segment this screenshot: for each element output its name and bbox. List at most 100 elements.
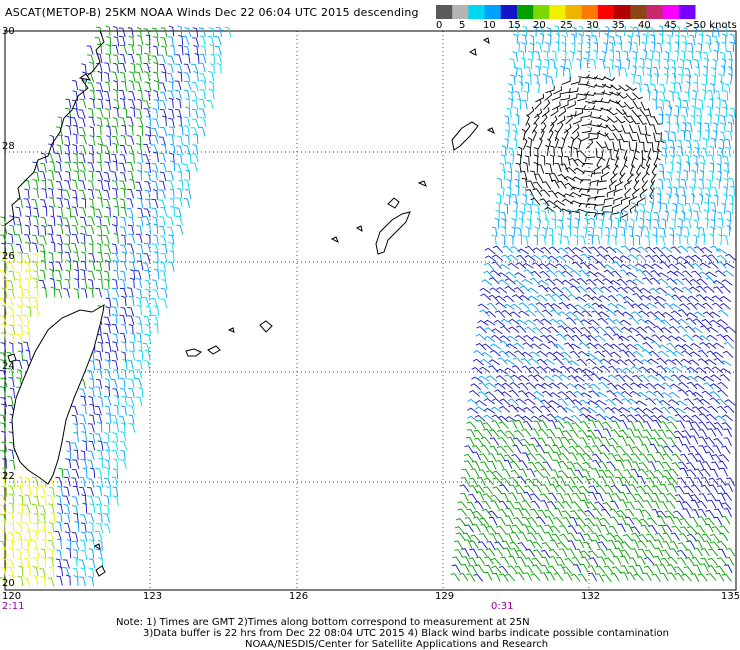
wind-barb (613, 333, 624, 341)
wind-barb (721, 202, 726, 214)
wind-barb (183, 179, 190, 190)
wind-barb (64, 243, 72, 254)
wind-barb (662, 532, 672, 542)
wind-barb (528, 374, 539, 382)
wind-barb (638, 310, 650, 317)
wind-barb (658, 25, 664, 37)
wind-barb (653, 156, 659, 168)
wind-barb (466, 421, 477, 430)
wind-barb (609, 99, 621, 104)
wind-barb (530, 437, 540, 446)
wind-barb (66, 259, 72, 271)
wind-barb (654, 547, 664, 557)
wind-barb (505, 524, 514, 534)
wind-barb (628, 196, 638, 205)
wind-barb (112, 495, 119, 506)
wind-barb (513, 26, 520, 37)
wind-barb (614, 65, 620, 77)
wind-barb (499, 398, 511, 406)
wind-barb (576, 277, 588, 285)
wind-barb (87, 162, 95, 172)
wind-barb (526, 74, 532, 86)
wind-barb (462, 556, 471, 566)
wind-barb (111, 313, 118, 325)
wind-barb (689, 278, 701, 286)
wind-barb (717, 381, 729, 389)
wind-barb (564, 557, 575, 566)
wind-barb (609, 91, 621, 96)
wind-barb (120, 187, 126, 199)
wind-barb (567, 374, 579, 383)
wind-barb (653, 116, 662, 125)
wind-barb (557, 233, 562, 245)
wind-barb (504, 533, 514, 543)
wind-barb (719, 525, 730, 534)
wind-barb (548, 190, 558, 199)
wind-barb (8, 539, 14, 550)
wind-barb (135, 108, 143, 119)
wind-barb (570, 200, 582, 205)
wind-barb (7, 306, 15, 317)
wind-barb (611, 203, 621, 212)
wind-barb (80, 226, 87, 236)
wind-barb (690, 342, 702, 349)
wind-barb (501, 218, 506, 229)
wind-barb (559, 533, 570, 542)
wind-barb (579, 413, 591, 421)
wind-barb (577, 137, 582, 150)
wind-barb (668, 139, 676, 150)
wind-barb (717, 170, 722, 182)
wind-barb (450, 573, 460, 582)
wind-barb (151, 207, 159, 218)
wind-barb (634, 500, 644, 509)
wind-barb (694, 532, 705, 541)
wind-barb (550, 477, 560, 486)
wind-barb (119, 154, 127, 164)
wind-barb (72, 233, 79, 244)
wind-barb (659, 91, 666, 102)
wind-barb (682, 41, 687, 53)
wind-barb (645, 254, 656, 263)
wind-barb (88, 567, 95, 578)
wind-barb (554, 415, 566, 422)
wind-barb (88, 548, 95, 559)
wind-barb (126, 207, 134, 218)
wind-barb (613, 226, 618, 238)
wind-barb (572, 226, 579, 237)
wind-barb (555, 263, 567, 271)
wind-barb (142, 100, 150, 110)
wind-barb (594, 234, 601, 245)
wind-barb (602, 349, 613, 358)
wind-barb (40, 152, 47, 164)
wind-barb (128, 90, 136, 101)
wind-barb (679, 453, 690, 462)
wind-barb (682, 334, 694, 341)
wind-barb (515, 184, 520, 197)
wind-barb (702, 73, 707, 85)
wind-barb (1, 547, 8, 559)
wind-barb (121, 124, 127, 136)
wind-barb (557, 219, 564, 230)
wind-barb (626, 264, 638, 270)
wind-barb (557, 470, 569, 478)
wind-barb (546, 334, 558, 342)
wind-barb (190, 90, 198, 101)
wind-barb (0, 422, 6, 433)
wind-barb (724, 483, 734, 493)
wind-barb (624, 179, 632, 190)
wind-barb (512, 210, 517, 222)
wind-barb (637, 318, 649, 325)
wind-barb (590, 373, 601, 381)
wind-barb (127, 307, 135, 317)
wind-barb (486, 541, 496, 550)
wind-barb (693, 154, 698, 166)
wind-barb (620, 245, 632, 253)
wind-barb (175, 63, 183, 74)
wind-barb (704, 122, 710, 133)
wind-barb (31, 242, 39, 253)
wind-barb (508, 234, 514, 246)
wind-barb (548, 227, 554, 239)
wind-barb (0, 359, 6, 370)
wind-barb (685, 161, 691, 173)
wind-barb (159, 152, 166, 163)
